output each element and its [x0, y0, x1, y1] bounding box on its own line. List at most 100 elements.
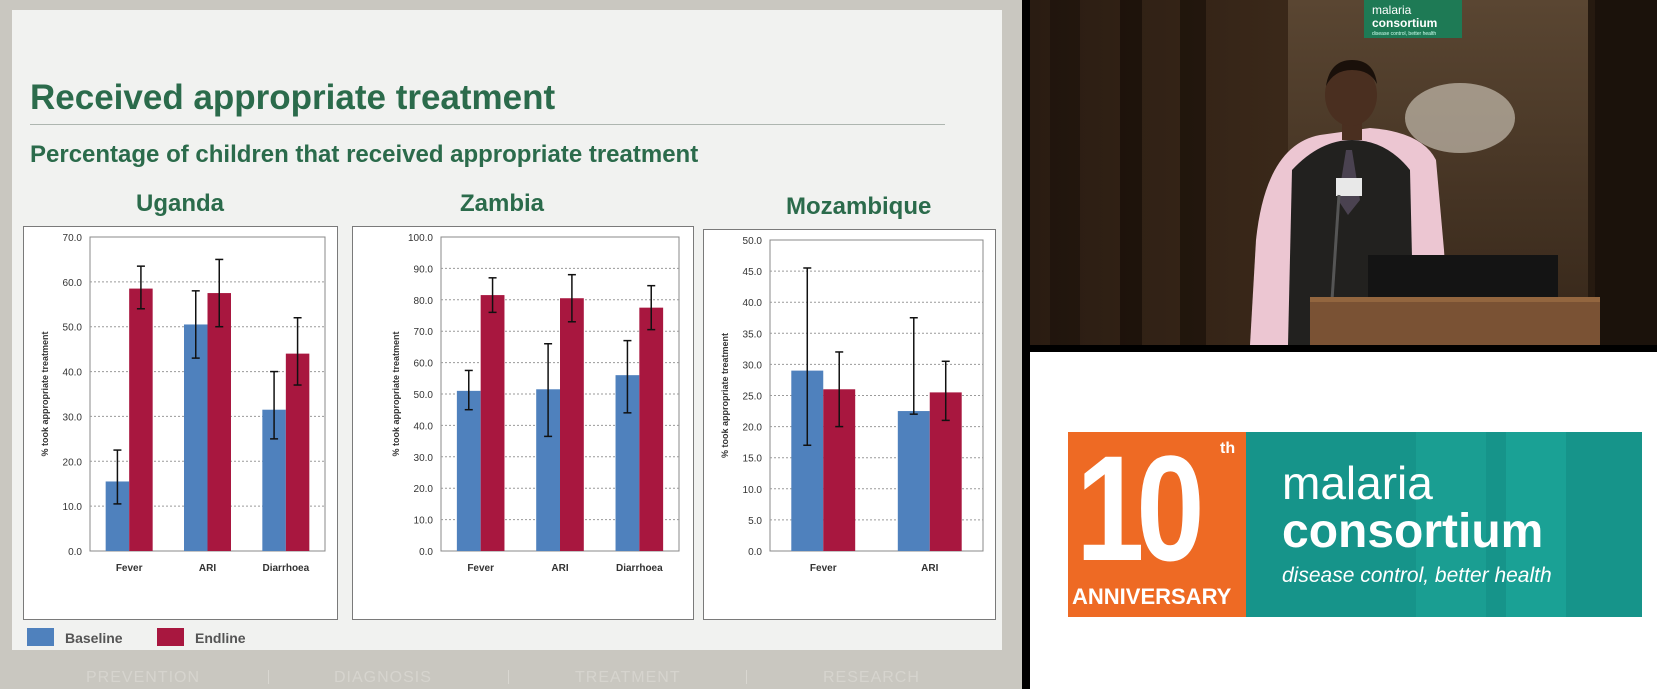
y-tick-label: 70.0	[63, 233, 83, 244]
y-tick-label: 50.0	[63, 323, 83, 334]
x-tick-label: ARI	[921, 563, 938, 574]
footer-nav-separator	[268, 670, 269, 684]
banner-logo-text: malaria	[1372, 3, 1412, 17]
slide-subtitle: Percentage of children that received app…	[30, 141, 699, 168]
slide-footer-nav: PREVENTION DIAGNOSIS TREATMENT RESEARCH	[0, 666, 1022, 689]
y-tick-label: 10.0	[63, 502, 83, 513]
bar-endline	[207, 293, 231, 551]
x-tick-label: Diarrhoea	[616, 563, 663, 574]
legend-label-endline: Endline	[195, 630, 246, 646]
y-tick-label: 40.0	[743, 298, 763, 309]
y-tick-label: 20.0	[743, 423, 763, 434]
speaker-video: malaria consortium disease control, bett…	[1030, 0, 1657, 345]
y-tick-label: 90.0	[414, 264, 434, 275]
legend-swatch-endline	[157, 628, 184, 646]
microphone-stand	[1330, 194, 1341, 301]
legend-label-baseline: Baseline	[65, 630, 123, 646]
chart-plot-svg: 0.0 10.0 20.0 30.0 40.0 50.0 60.0 70.0 80.0 90.0 1…	[391, 233, 680, 574]
brand-tagline: disease control, better health	[1282, 564, 1552, 587]
footer-nav-separator	[746, 670, 747, 684]
brand-stripe	[1416, 432, 1486, 617]
y-axis-label: % took appropriate treatment	[40, 331, 50, 456]
brand-name-line1: malaria	[1282, 457, 1433, 509]
footer-nav-diagnosis: DIAGNOSIS	[334, 669, 432, 686]
y-tick-label: 35.0	[743, 329, 763, 340]
speaker-name-badge	[1336, 178, 1362, 196]
lectern	[1310, 297, 1600, 345]
y-tick-label: 15.0	[743, 454, 763, 465]
anniversary-label: ANNIVERSARY	[1072, 584, 1232, 609]
curtain-fold	[1120, 0, 1142, 345]
bar-baseline	[105, 481, 130, 551]
bar-baseline	[456, 390, 481, 551]
country-title-zambia: Zambia	[460, 190, 545, 217]
y-tick-label: 5.0	[748, 516, 762, 527]
footer-nav-research: RESEARCH	[823, 669, 920, 686]
speaker-video-frame: malaria consortium disease control, bett…	[1030, 0, 1657, 345]
presentation-slide: Received appropriate treatment Percentag…	[0, 0, 1022, 689]
speaker-head	[1325, 64, 1377, 126]
bar-baseline	[897, 411, 930, 551]
country-title-uganda: Uganda	[136, 190, 225, 217]
laptop	[1368, 255, 1558, 305]
bar-baseline	[536, 389, 560, 551]
bar-endline	[560, 298, 584, 551]
y-tick-label: 70.0	[414, 327, 434, 338]
y-tick-label: 20.0	[63, 457, 83, 468]
x-tick-label: Fever	[467, 563, 494, 574]
anniversary-suffix: th	[1220, 440, 1236, 457]
lectern-edge	[1310, 297, 1600, 302]
bar-baseline	[615, 375, 640, 551]
banner-logo-panel	[1364, 0, 1462, 38]
y-tick-label: 60.0	[414, 359, 434, 370]
y-tick-label: 10.0	[743, 485, 763, 496]
y-tick-label: 30.0	[743, 360, 763, 371]
x-tick-label: Fever	[116, 563, 143, 574]
curtain-fold	[1180, 0, 1206, 345]
bar-baseline	[262, 409, 286, 551]
brand-logo-block: malaria consortium disease control, bett…	[1246, 432, 1642, 617]
bar-endline	[129, 288, 153, 551]
y-tick-label: 80.0	[414, 296, 434, 307]
y-tick-label: 100.0	[408, 233, 433, 244]
y-tick-label: 50.0	[414, 390, 434, 401]
chart-plot-svg: 0.0 10.0 20.0 30.0 40.0 50.0 60.0 70.0 % took ap…	[40, 233, 326, 574]
chart-plot-svg: 0.0 5.0 10.0 15.0 20.0 25.0 30.0 35.0 40.0 45.0 50…	[720, 236, 984, 574]
bar-endline	[480, 295, 505, 551]
legend-swatch-baseline	[27, 628, 54, 646]
anniversary-number: 10	[1076, 424, 1205, 592]
footer-nav-prevention: PREVENTION	[86, 669, 201, 686]
brand-stripe	[1506, 432, 1566, 617]
banner-photo	[1405, 83, 1515, 153]
footer-nav-separator	[508, 670, 509, 684]
y-axis-label: % took appropriate treatment	[391, 331, 401, 456]
y-axis-label: % took appropriate treatment	[720, 333, 730, 458]
banner-logo-text: consortium	[1372, 16, 1437, 30]
speaker-hair	[1326, 60, 1377, 86]
y-tick-label: 60.0	[63, 278, 83, 289]
curtain-fold	[1050, 0, 1080, 345]
y-tick-label: 20.0	[414, 484, 434, 495]
y-tick-label: 10.0	[414, 516, 434, 527]
banner-logo-tagline: disease control, better health	[1372, 31, 1436, 37]
curtain-right	[1595, 0, 1657, 345]
sponsor-panel: 10 th ANNIVERSARY malaria consortium dis…	[1030, 352, 1657, 689]
y-tick-label: 25.0	[743, 392, 763, 403]
x-tick-label: Diarrhoea	[262, 563, 309, 574]
bar-endline	[285, 353, 310, 551]
bar-endline	[639, 307, 664, 551]
y-tick-label: 0.0	[68, 547, 82, 558]
anniversary-logo-block: 10 th ANNIVERSARY	[1068, 424, 1246, 617]
slide-title: Received appropriate treatment	[30, 78, 556, 117]
title-divider	[30, 124, 945, 125]
y-tick-label: 0.0	[748, 547, 762, 558]
y-tick-label: 0.0	[419, 547, 433, 558]
y-tick-label: 45.0	[743, 267, 763, 278]
x-tick-label: ARI	[551, 563, 568, 574]
x-tick-label: Fever	[810, 563, 837, 574]
y-tick-label: 40.0	[63, 368, 83, 379]
y-tick-label: 50.0	[743, 236, 763, 247]
footer-nav-treatment: TREATMENT	[575, 669, 681, 686]
y-tick-label: 30.0	[63, 412, 83, 423]
brand-name-line2: consortium	[1282, 505, 1544, 558]
